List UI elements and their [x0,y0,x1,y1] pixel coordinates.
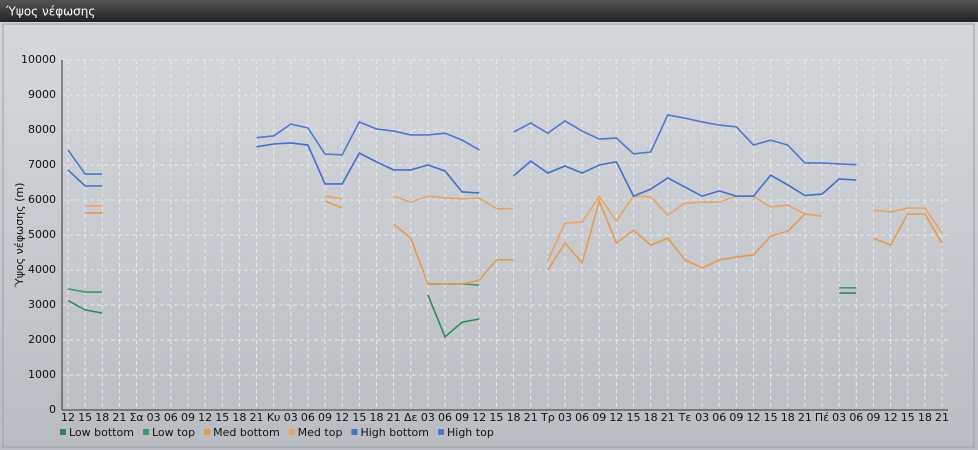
x-tick-label: 06 [164,411,178,424]
panel [2,23,975,448]
legend-label: Low top [152,426,195,439]
series-line [427,294,480,339]
x-tick-label: 21 [798,411,812,424]
x-tick-label: 09 [592,411,606,424]
y-tick-label: 8000 [28,123,56,136]
series-line [393,223,514,285]
x-tick-label: Σα [129,411,143,424]
series-line [547,194,823,262]
legend-label: High top [447,426,494,439]
series-line [256,120,480,156]
y-tick-label: 2000 [28,333,56,346]
series-line [256,142,480,194]
series-line [67,288,103,293]
x-tick-label: 06 [849,411,863,424]
x-tick-label: 15 [764,411,778,424]
legend-swatch [351,429,358,435]
x-tick-label: 15 [78,411,92,424]
x-tick-label: 12 [609,411,623,424]
x-tick-label: 12 [746,411,760,424]
x-tick-label: 18 [781,411,795,424]
x-tick-label: 21 [661,411,675,424]
x-tick-label: 18 [95,411,109,424]
x-tick-label: Τρ [540,411,555,424]
y-tick-label: 7000 [28,158,56,171]
y-tick-label: 4000 [28,263,56,276]
series-line [67,299,103,314]
x-tick-label: 06 [712,411,726,424]
x-tick-label: 03 [284,411,298,424]
series-line [873,207,943,234]
legend-label: Med bottom [213,426,280,439]
y-tick-label: 1000 [28,368,56,381]
x-tick-label: Δε [404,411,418,424]
y-tick-label: 6000 [28,193,56,206]
x-tick-label: Τε [678,411,692,424]
series-line [324,195,343,200]
x-tick-label: 15 [352,411,366,424]
series-line [67,149,103,175]
x-tick-label: 09 [866,411,880,424]
title-bar [0,0,978,22]
x-tick-label: 21 [387,411,401,424]
x-tick-label: 03 [147,411,161,424]
legend-label: High bottom [360,426,429,439]
series-line [324,200,343,209]
x-tick-label: 15 [215,411,229,424]
x-tick-label: Πέ [815,411,829,424]
legend-label: Low bottom [69,426,134,439]
x-tick-label: 09 [729,411,743,424]
x-tick-label: 15 [627,411,641,424]
x-tick-label: 18 [369,411,383,424]
x-tick-label: 18 [918,411,932,424]
x-tick-label: 15 [489,411,503,424]
legend-swatch [204,429,211,435]
series-line [873,213,943,247]
x-tick-label: 18 [507,411,521,424]
legend-swatch [438,429,444,435]
y-axis-label: Ύψος νέφωσης (m) [13,183,26,289]
x-tick-label: 12 [335,411,349,424]
series-line [513,160,857,198]
legend-swatch [288,429,295,435]
x-tick-label: 09 [318,411,332,424]
x-tick-label: 03 [832,411,846,424]
x-tick-label: 09 [455,411,469,424]
x-tick-label: 15 [901,411,915,424]
y-tick-label: 10000 [21,53,56,66]
x-tick-label: 06 [301,411,315,424]
legend-label: Med top [298,426,343,439]
y-tick-label: 9000 [28,88,56,101]
legend-swatch [60,429,66,435]
x-tick-label: 21 [524,411,538,424]
y-tick-label: 5000 [28,228,56,241]
chart-title: Ύψος νέφωσης [5,5,95,19]
x-tick-label: 18 [232,411,246,424]
series-line [393,195,514,210]
x-tick-label: 03 [558,411,572,424]
x-tick-label: Κυ [267,411,281,424]
y-tick-label: 3000 [28,298,56,311]
x-tick-label: 21 [250,411,264,424]
x-tick-label: 12 [61,411,75,424]
x-tick-label: 21 [935,411,949,424]
x-tick-label: 12 [884,411,898,424]
x-tick-label: 21 [112,411,126,424]
x-tick-label: 03 [421,411,435,424]
x-tick-label: 18 [644,411,658,424]
x-tick-label: 06 [575,411,589,424]
series-line [513,114,857,166]
x-tick-label: 12 [198,411,212,424]
legend-swatch [142,429,149,435]
series-line [547,198,823,271]
x-tick-label: 03 [695,411,709,424]
x-tick-label: 12 [472,411,486,424]
y-tick-label: 0 [49,403,56,416]
x-tick-label: 06 [438,411,452,424]
x-tick-label: 09 [181,411,195,424]
series-line [67,169,103,187]
